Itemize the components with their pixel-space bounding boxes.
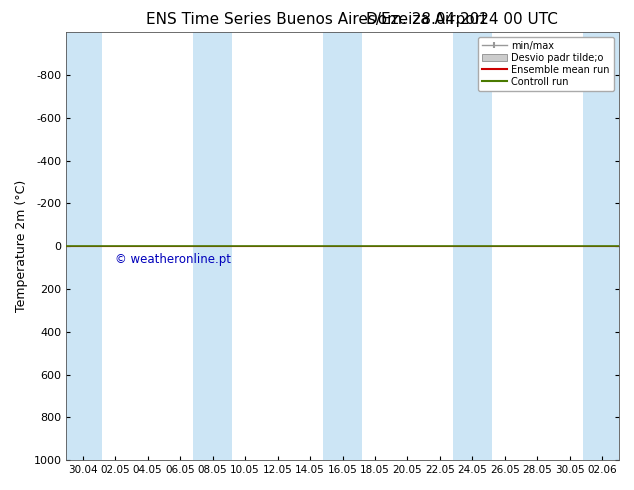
Y-axis label: Temperature 2m (°C): Temperature 2m (°C) — [15, 180, 28, 312]
Bar — [453, 32, 492, 460]
Text: ENS Time Series Buenos Aires/Ezeiza Airport: ENS Time Series Buenos Aires/Ezeiza Airp… — [146, 12, 488, 27]
Bar — [193, 32, 232, 460]
Text: Dom. 28.04.2024 00 UTC: Dom. 28.04.2024 00 UTC — [366, 12, 558, 27]
Bar — [323, 32, 362, 460]
Bar — [63, 32, 102, 460]
Legend: min/max, Desvio padr tilde;o, Ensemble mean run, Controll run: min/max, Desvio padr tilde;o, Ensemble m… — [478, 37, 614, 91]
Bar — [583, 32, 622, 460]
Text: © weatheronline.pt: © weatheronline.pt — [115, 252, 231, 266]
